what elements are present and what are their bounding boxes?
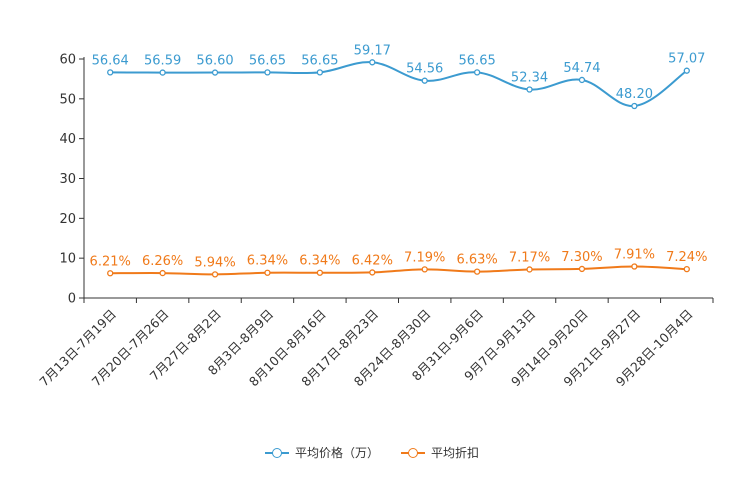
data-point	[578, 265, 586, 273]
data-label: 5.94%	[194, 255, 235, 270]
legend-marker-icon	[401, 447, 425, 459]
data-label: 6.34%	[299, 254, 340, 269]
data-point	[107, 270, 114, 277]
data-point	[421, 77, 428, 84]
data-label: 56.59	[144, 54, 181, 69]
data-point	[107, 69, 114, 76]
y-tick-label: 0	[68, 292, 76, 307]
y-tick-label: 40	[59, 132, 76, 147]
data-point	[578, 76, 586, 84]
data-label: 56.64	[92, 53, 129, 68]
data-point	[211, 69, 219, 76]
y-tick-label: 50	[59, 92, 76, 107]
data-point	[683, 67, 690, 74]
data-point	[159, 69, 166, 76]
data-point	[631, 102, 638, 110]
data-point	[264, 69, 271, 76]
data-label: 48.20	[616, 87, 653, 102]
data-label: 7.24%	[666, 250, 707, 265]
data-label: 56.65	[249, 53, 286, 68]
y-axis: 0 10 20 30 40 50 60	[59, 53, 85, 307]
legend-item-1[interactable]: 平均折扣	[401, 444, 479, 461]
data-point	[421, 266, 428, 273]
data-label: 56.65	[301, 53, 338, 68]
y-tick-label: 20	[59, 212, 76, 227]
data-label: 57.07	[668, 52, 705, 67]
data-point	[526, 86, 533, 93]
data-label: 56.60	[196, 54, 233, 69]
data-label: 54.56	[406, 62, 443, 77]
data-point	[526, 266, 533, 273]
data-label: 6.26%	[142, 254, 183, 269]
data-point	[473, 268, 481, 275]
data-label: 6.63%	[456, 253, 497, 268]
data-point	[631, 263, 638, 270]
data-point	[264, 269, 271, 276]
legend-label: 平均价格（万）	[294, 446, 379, 460]
data-label: 7.91%	[614, 247, 655, 262]
data-point	[211, 271, 219, 278]
data-label: 6.34%	[247, 254, 288, 269]
data-label: 56.65	[459, 53, 496, 68]
series-1: 6.21% 6.26% 5.94% 6.34% 6.34% 6.42% 7.19% 6.63%…	[90, 247, 707, 278]
legend-marker-icon	[264, 447, 289, 459]
data-label: 54.74	[563, 61, 600, 76]
y-tick-label: 30	[59, 172, 76, 187]
legend-label: 平均折扣	[431, 446, 480, 460]
data-label: 7.19%	[404, 250, 445, 265]
data-point	[316, 69, 324, 76]
series-0: 56.64 56.59 56.60 56.65 56.65 59.17 54.56 56.65…	[92, 43, 705, 110]
y-tick-label: 10	[59, 252, 76, 267]
legend-item-0[interactable]: 平均价格（万）	[264, 444, 379, 461]
data-point	[683, 266, 690, 273]
x-axis: 7月13日-7月19日7月20日-7月26日7月27日-8月2日8月3日-8月9…	[36, 297, 714, 389]
data-point	[316, 269, 324, 276]
data-label: 52.34	[511, 71, 548, 86]
data-label: 7.30%	[561, 250, 602, 265]
series-line-1	[110, 265, 687, 276]
data-label: 6.21%	[90, 254, 131, 269]
y-tick-label: 60	[59, 53, 76, 68]
series-layer: 56.64 56.59 56.60 56.65 56.65 59.17 54.56 56.65…	[90, 43, 707, 278]
data-point	[369, 59, 376, 66]
data-label: 6.42%	[352, 253, 393, 268]
data-point	[369, 269, 376, 276]
data-label: 59.17	[354, 43, 391, 58]
legend: 平均价格（万） 平均折扣	[0, 444, 744, 461]
data-point	[159, 269, 166, 277]
data-point	[473, 69, 481, 76]
data-label: 7.17%	[509, 250, 550, 265]
